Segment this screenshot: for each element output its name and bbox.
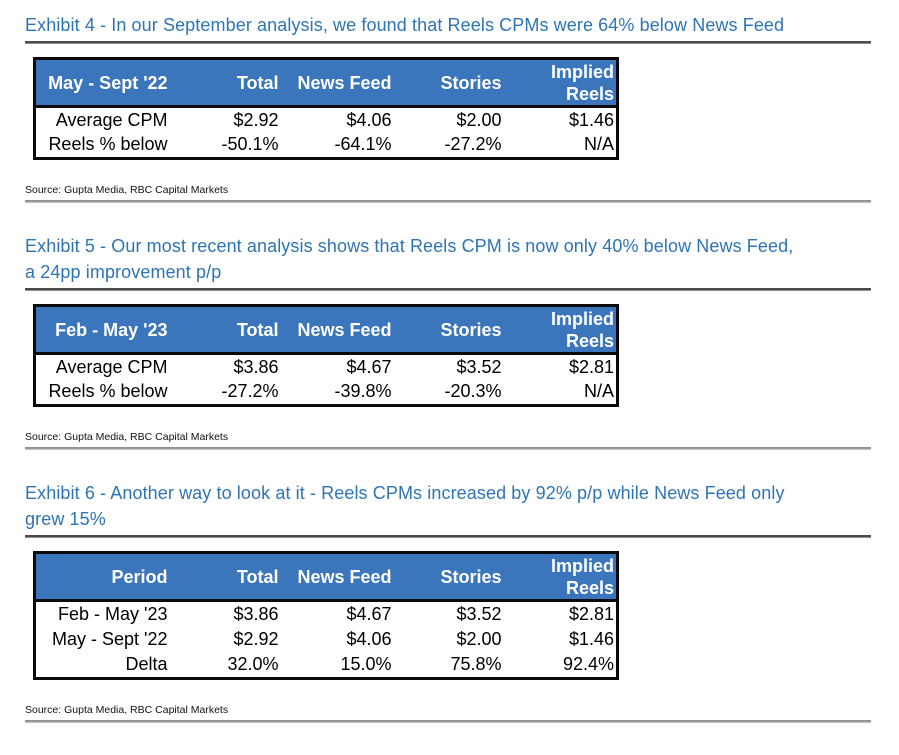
row-label-cell: Reels % below [34, 379, 172, 406]
column-header-period: May - Sept '22 [34, 58, 172, 107]
column-header-implied-reels-label: Implied Reels [550, 308, 614, 351]
exhibit-6-title-line-1: Exhibit 6 - Another way to look at it - … [25, 483, 785, 503]
column-header-period: Period [34, 552, 172, 601]
column-header-total: Total [171, 305, 283, 354]
value-cell: $2.81 [505, 600, 618, 627]
exhibit-6-source-rule [25, 720, 871, 723]
value-cell: -39.8% [282, 379, 396, 406]
exhibit-4-title-line-1: Exhibit 4 - In our September analysis, w… [25, 15, 785, 35]
value-cell: -27.2% [171, 379, 283, 406]
value-cell: $1.46 [505, 626, 618, 653]
table-row: Reels % below -27.2% -39.8% -20.3% N/A [34, 379, 618, 406]
row-label-cell: Average CPM [34, 106, 172, 133]
table-row: Average CPM $3.86 $4.67 $3.52 $2.81 [34, 353, 618, 380]
column-header-stories: Stories [395, 305, 506, 354]
table-header-row: Period Total News Feed Stories Implied R… [34, 552, 618, 601]
value-cell: -50.1% [171, 132, 283, 159]
report-page: Exhibit 4 - In our September analysis, w… [25, 12, 872, 723]
exhibit-5-source: Source: Gupta Media, RBC Capital Markets [25, 431, 229, 443]
value-cell: $4.67 [282, 353, 396, 380]
value-cell: $2.00 [395, 106, 506, 133]
value-cell: $3.86 [171, 600, 283, 627]
column-header-news-feed: News Feed [282, 58, 396, 107]
exhibit-4-table: May - Sept '22 Total News Feed Stories I… [33, 57, 619, 160]
exhibit-5-title-line-1: Exhibit 5 - Our most recent analysis sho… [25, 236, 794, 256]
value-cell: $2.81 [505, 353, 618, 380]
table-row: Feb - May '23 $3.86 $4.67 $3.52 $2.81 [34, 600, 618, 627]
exhibit-4-section: Exhibit 4 - In our September analysis, w… [25, 12, 872, 203]
row-label-cell: Delta [34, 652, 172, 679]
table-header-row: Feb - May '23 Total News Feed Stories Im… [34, 305, 618, 354]
value-cell: N/A [505, 379, 618, 406]
row-label-cell: Average CPM [34, 353, 172, 380]
value-cell: $4.06 [282, 106, 396, 133]
exhibit-6-title-line-2: grew 15% [25, 509, 106, 529]
exhibit-6-table: Period Total News Feed Stories Implied R… [33, 551, 619, 680]
exhibit-4-title-rule [25, 41, 871, 44]
column-header-implied-reels: Implied Reels [505, 552, 618, 601]
exhibit-4-source: Source: Gupta Media, RBC Capital Markets [25, 184, 229, 196]
exhibit-4-title: Exhibit 4 - In our September analysis, w… [25, 12, 872, 38]
value-cell: N/A [505, 132, 618, 159]
value-cell: $2.92 [171, 106, 283, 133]
value-cell: -27.2% [395, 132, 506, 159]
value-cell: 32.0% [171, 652, 283, 679]
exhibit-5-source-rule [25, 447, 871, 450]
column-header-stories: Stories [395, 58, 506, 107]
column-header-implied-reels: Implied Reels [505, 58, 618, 107]
column-header-implied-reels-label: Implied Reels [550, 61, 614, 104]
table-row: Average CPM $2.92 $4.06 $2.00 $1.46 [34, 106, 618, 133]
exhibit-5-title-rule [25, 288, 871, 291]
value-cell: $2.92 [171, 626, 283, 653]
exhibit-5-table: Feb - May '23 Total News Feed Stories Im… [33, 304, 619, 407]
value-cell: $2.00 [395, 626, 506, 653]
column-header-news-feed: News Feed [282, 552, 396, 601]
value-cell: $4.67 [282, 600, 396, 627]
value-cell: 75.8% [395, 652, 506, 679]
row-label-cell: Reels % below [34, 132, 172, 159]
column-header-news-feed: News Feed [282, 305, 396, 354]
exhibit-6-source: Source: Gupta Media, RBC Capital Markets [25, 704, 229, 716]
value-cell: $3.52 [395, 600, 506, 627]
exhibit-6-title: Exhibit 6 - Another way to look at it - … [25, 480, 872, 532]
value-cell: $3.52 [395, 353, 506, 380]
value-cell: 92.4% [505, 652, 618, 679]
column-header-stories: Stories [395, 552, 506, 601]
exhibit-6-section: Exhibit 6 - Another way to look at it - … [25, 480, 872, 723]
value-cell: -64.1% [282, 132, 396, 159]
value-cell: $4.06 [282, 626, 396, 653]
column-header-implied-reels: Implied Reels [505, 305, 618, 354]
value-cell: $3.86 [171, 353, 283, 380]
column-header-total: Total [171, 552, 283, 601]
value-cell: $1.46 [505, 106, 618, 133]
exhibit-4-source-rule [25, 200, 871, 203]
exhibit-5-section: Exhibit 5 - Our most recent analysis sho… [25, 233, 872, 450]
value-cell: 15.0% [282, 652, 396, 679]
value-cell: -20.3% [395, 379, 506, 406]
table-row: May - Sept '22 $2.92 $4.06 $2.00 $1.46 [34, 626, 618, 653]
exhibit-5-title-line-2: a 24pp improvement p/p [25, 262, 222, 282]
row-label-cell: May - Sept '22 [34, 626, 172, 653]
table-header-row: May - Sept '22 Total News Feed Stories I… [34, 58, 618, 107]
column-header-implied-reels-label: Implied Reels [550, 555, 614, 598]
column-header-total: Total [171, 58, 283, 107]
row-label-cell: Feb - May '23 [34, 600, 172, 627]
exhibit-5-title: Exhibit 5 - Our most recent analysis sho… [25, 233, 872, 285]
table-row: Reels % below -50.1% -64.1% -27.2% N/A [34, 132, 618, 159]
column-header-period: Feb - May '23 [34, 305, 172, 354]
table-row: Delta 32.0% 15.0% 75.8% 92.4% [34, 652, 618, 679]
exhibit-6-title-rule [25, 535, 871, 538]
